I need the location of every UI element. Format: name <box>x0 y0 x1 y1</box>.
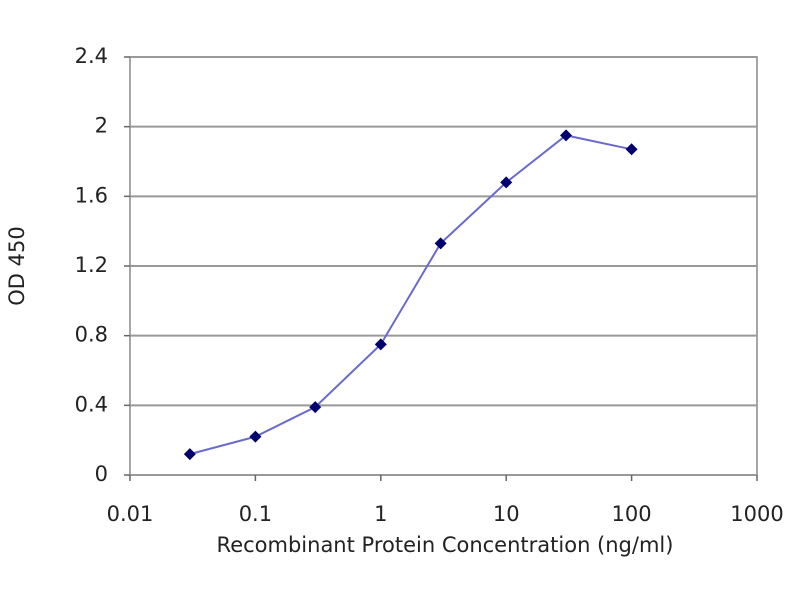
y-axis-label: OD 450 <box>5 226 29 305</box>
x-tick-label: 10 <box>493 502 520 526</box>
x-axis-label: Recombinant Protein Concentration (ng/ml… <box>217 533 674 557</box>
x-tick-label: 1000 <box>730 502 783 526</box>
data-point <box>183 448 196 461</box>
data-point <box>374 338 387 351</box>
data-point <box>309 401 322 414</box>
x-tick-label: 1 <box>374 502 387 526</box>
x-tick-label: 0.1 <box>239 502 272 526</box>
x-tick-label: 0.01 <box>107 502 154 526</box>
data-point <box>434 237 447 250</box>
data-point <box>500 176 513 189</box>
y-tick-label: 0.8 <box>75 323 108 347</box>
series-line <box>189 134 632 456</box>
y-tick-label: 2 <box>95 114 108 138</box>
data-point <box>249 430 262 443</box>
data-point <box>625 143 638 156</box>
y-tick-label: 0 <box>95 462 108 486</box>
y-tick-label: 1.2 <box>75 253 108 277</box>
y-tick-label: 1.6 <box>75 183 108 207</box>
y-tick-label: 2.4 <box>75 44 108 68</box>
y-tick-label: 0.4 <box>75 392 108 416</box>
data-point <box>560 129 573 142</box>
x-tick-label: 100 <box>612 502 652 526</box>
